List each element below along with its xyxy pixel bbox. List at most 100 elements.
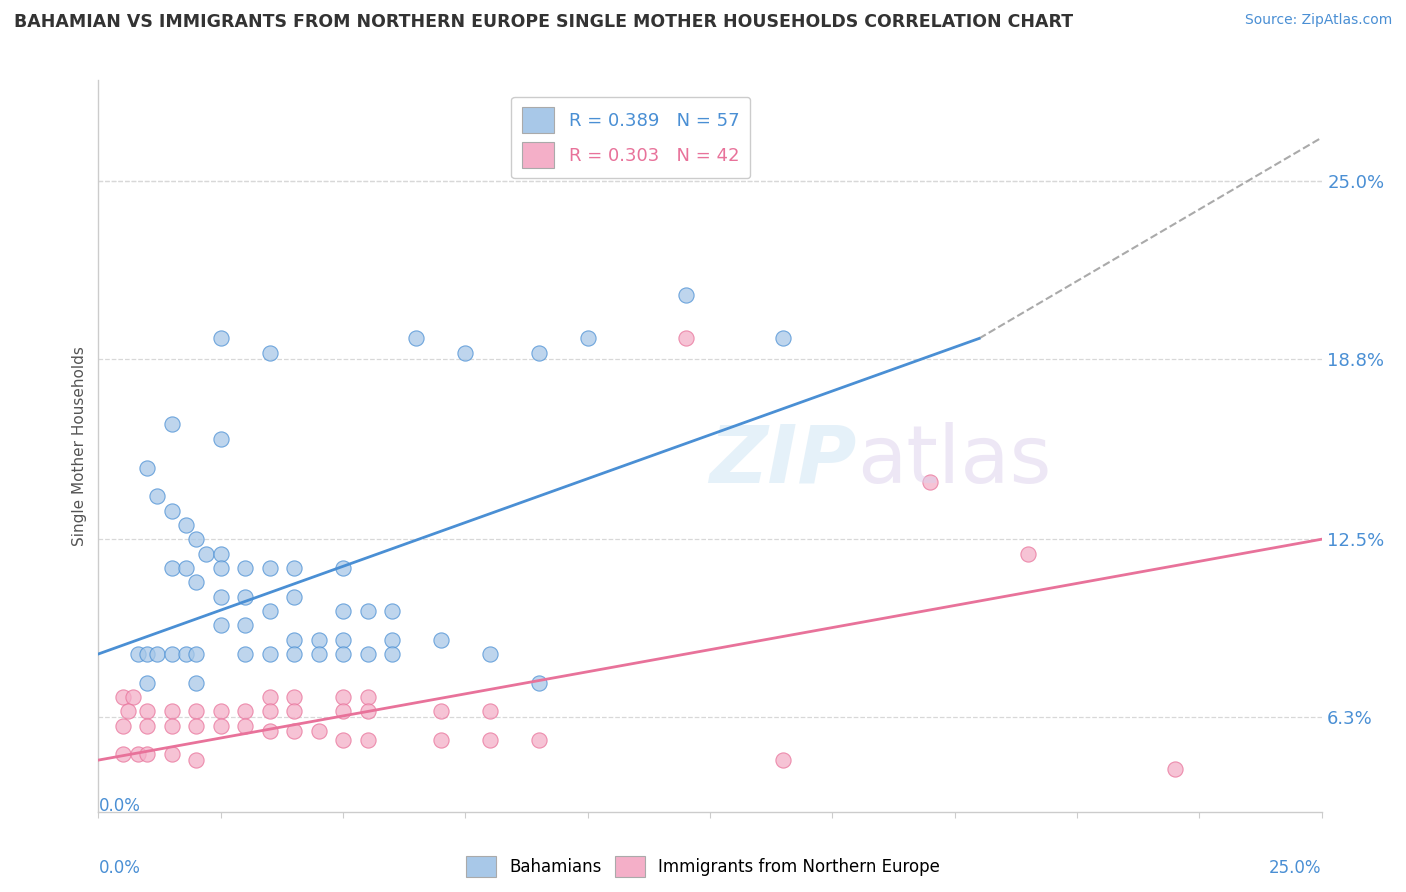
Point bbox=[186, 575, 208, 590]
Legend: R = 0.389   N = 57, R = 0.303   N = 42: R = 0.389 N = 57, R = 0.303 N = 42 bbox=[512, 96, 751, 178]
Point bbox=[332, 632, 354, 647]
Point bbox=[186, 533, 208, 547]
Point bbox=[259, 561, 281, 575]
Point bbox=[176, 517, 198, 532]
Point bbox=[209, 704, 232, 718]
Point bbox=[283, 704, 305, 718]
Point bbox=[186, 704, 208, 718]
Point bbox=[209, 590, 232, 604]
Text: Source: ZipAtlas.com: Source: ZipAtlas.com bbox=[1244, 13, 1392, 28]
Point bbox=[675, 288, 697, 302]
Point bbox=[259, 604, 281, 618]
Point bbox=[160, 503, 183, 517]
Point bbox=[332, 561, 354, 575]
Point bbox=[1164, 762, 1187, 776]
Point bbox=[233, 647, 256, 661]
Point bbox=[576, 331, 599, 345]
Point bbox=[675, 331, 697, 345]
Text: BAHAMIAN VS IMMIGRANTS FROM NORTHERN EUROPE SINGLE MOTHER HOUSEHOLDS CORRELATION: BAHAMIAN VS IMMIGRANTS FROM NORTHERN EUR… bbox=[14, 13, 1073, 31]
Point bbox=[233, 719, 256, 733]
Point bbox=[111, 747, 134, 762]
Point bbox=[136, 719, 159, 733]
Point bbox=[209, 719, 232, 733]
Point bbox=[283, 724, 305, 739]
Y-axis label: Single Mother Households: Single Mother Households bbox=[72, 346, 87, 546]
Point bbox=[136, 675, 159, 690]
Point bbox=[283, 632, 305, 647]
Point bbox=[259, 690, 281, 704]
Point bbox=[356, 604, 378, 618]
Text: 25.0%: 25.0% bbox=[1270, 859, 1322, 877]
Point bbox=[186, 753, 208, 767]
Point bbox=[136, 747, 159, 762]
Point bbox=[160, 719, 183, 733]
Point bbox=[283, 561, 305, 575]
Point bbox=[478, 733, 501, 747]
Point bbox=[308, 647, 330, 661]
Point bbox=[121, 690, 143, 704]
Point bbox=[160, 647, 183, 661]
Point bbox=[233, 704, 256, 718]
Point bbox=[209, 432, 232, 446]
Point bbox=[527, 675, 550, 690]
Point bbox=[356, 690, 378, 704]
Point bbox=[146, 489, 169, 503]
Point bbox=[136, 704, 159, 718]
Point bbox=[117, 704, 139, 718]
Point bbox=[186, 647, 208, 661]
Point bbox=[283, 690, 305, 704]
Point bbox=[920, 475, 942, 489]
Point bbox=[527, 345, 550, 359]
Point bbox=[186, 675, 208, 690]
Point bbox=[160, 561, 183, 575]
Point bbox=[146, 647, 169, 661]
Point bbox=[478, 704, 501, 718]
Point bbox=[332, 690, 354, 704]
Point bbox=[186, 719, 208, 733]
Point bbox=[233, 618, 256, 632]
Point bbox=[209, 561, 232, 575]
Point bbox=[233, 561, 256, 575]
Point bbox=[176, 561, 198, 575]
Point bbox=[160, 417, 183, 432]
Text: atlas: atlas bbox=[856, 422, 1052, 500]
Point bbox=[430, 632, 453, 647]
Point bbox=[356, 647, 378, 661]
Point bbox=[209, 618, 232, 632]
Point bbox=[527, 733, 550, 747]
Point bbox=[772, 753, 794, 767]
Point bbox=[259, 724, 281, 739]
Point bbox=[160, 747, 183, 762]
Point bbox=[259, 345, 281, 359]
Point bbox=[136, 460, 159, 475]
Point bbox=[127, 747, 149, 762]
Point bbox=[127, 647, 149, 661]
Text: 0.0%: 0.0% bbox=[98, 797, 141, 815]
Text: 0.0%: 0.0% bbox=[98, 859, 141, 877]
Point bbox=[356, 733, 378, 747]
Point bbox=[259, 647, 281, 661]
Point bbox=[283, 590, 305, 604]
Point bbox=[454, 345, 477, 359]
Point bbox=[233, 590, 256, 604]
Text: ZIP: ZIP bbox=[710, 422, 856, 500]
Point bbox=[772, 331, 794, 345]
Point bbox=[308, 632, 330, 647]
Point bbox=[195, 547, 218, 561]
Point bbox=[1017, 547, 1039, 561]
Point bbox=[332, 704, 354, 718]
Point bbox=[176, 647, 198, 661]
Point bbox=[136, 59, 159, 73]
Point bbox=[332, 647, 354, 661]
Point bbox=[381, 604, 404, 618]
Legend: Bahamians, Immigrants from Northern Europe: Bahamians, Immigrants from Northern Euro… bbox=[460, 849, 946, 884]
Point bbox=[356, 704, 378, 718]
Point bbox=[111, 719, 134, 733]
Point bbox=[283, 647, 305, 661]
Point bbox=[259, 704, 281, 718]
Point bbox=[381, 647, 404, 661]
Point bbox=[160, 704, 183, 718]
Point bbox=[111, 690, 134, 704]
Point bbox=[332, 604, 354, 618]
Point bbox=[430, 733, 453, 747]
